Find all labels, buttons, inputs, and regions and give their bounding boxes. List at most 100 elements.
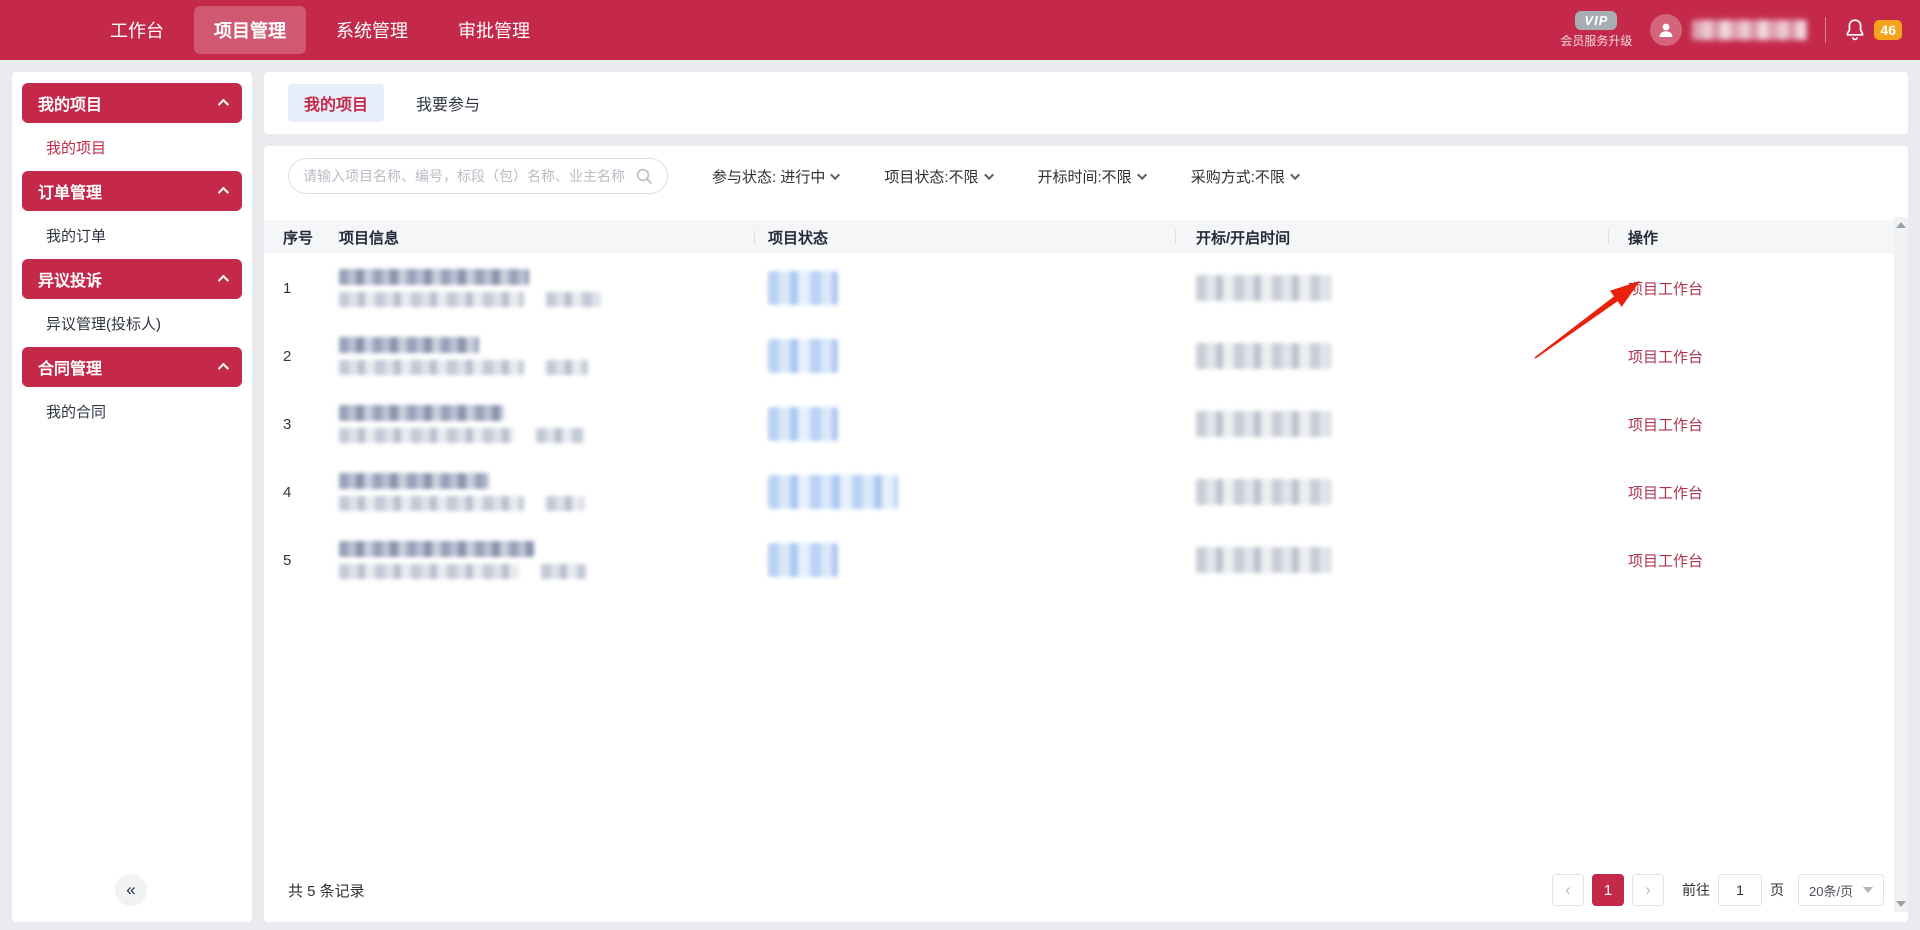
chevron-down-icon [1136,169,1147,180]
page-size-select[interactable]: 20条/页 [1798,874,1884,906]
redacted-project-name [339,269,529,285]
sidebar-group-label: 合同管理 [38,361,103,378]
main-area: 我的项目 我要参与 参与状态: 进行中 项目状态:不限 [264,72,1908,922]
redacted-project-tag [541,564,586,579]
redacted-project-tag [536,428,584,443]
chevron-up-icon [217,98,230,111]
sidebar-group-my-projects[interactable]: 我的项目 [22,83,242,123]
status-badge [755,322,1176,390]
filter-bid-open-time[interactable]: 开标时间:不限 [1038,166,1147,187]
redacted-project-code [339,428,514,443]
redacted-open-time [1176,322,1609,390]
scroll-up-icon[interactable] [1896,222,1906,228]
status-badge [755,458,1176,526]
column-header-project-status: 项目状态 [755,220,1176,254]
redacted-project-tag [546,496,584,511]
table-body: 1 项目工作台 [264,254,1908,594]
tab-want-to-participate[interactable]: 我要参与 [416,97,481,114]
scroll-down-icon[interactable] [1896,901,1906,907]
chevron-down-icon [830,169,841,180]
project-workbench-link[interactable]: 项目工作台 [1628,280,1704,298]
action-cell: 项目工作台 [1609,254,1908,322]
project-workbench-link[interactable]: 项目工作台 [1628,484,1704,502]
vip-upgrade[interactable]: VIP 会员服务升级 [1560,11,1632,49]
project-workbench-link[interactable]: 项目工作台 [1628,552,1704,570]
row-number: 5 [283,551,292,569]
nav-divider [1825,17,1827,43]
redacted-project-info [339,322,755,390]
user-menu[interactable] [1650,14,1808,46]
sidebar-item-objection-management[interactable]: 异议管理(投标人) [46,315,161,333]
next-page-button[interactable]: › [1632,874,1664,906]
goto-page-label: 前往 [1682,882,1710,898]
sidebar-item-my-projects[interactable]: 我的项目 [46,139,107,157]
filter-row: 参与状态: 进行中 项目状态:不限 开标时间:不限 采购方式:不限 [264,146,1908,194]
nav-item-system-management[interactable]: 系统管理 [336,21,408,41]
redacted-project-info [339,390,755,458]
redacted-project-name [339,473,489,489]
filter-participation-status[interactable]: 参与状态: 进行中 [712,166,841,187]
filter-procurement-method[interactable]: 采购方式:不限 [1191,166,1300,187]
redacted-project-name [339,337,479,353]
redacted-project-tag [546,360,588,375]
record-count: 共 5 条记录 [288,882,365,900]
page-unit-label: 页 [1770,882,1784,898]
action-cell: 项目工作台 [1609,526,1908,594]
search-box [288,158,668,194]
redacted-project-code [339,360,524,375]
chevron-up-icon [217,274,230,287]
filter-project-status[interactable]: 项目状态:不限 [884,166,994,187]
nav-item-approval-management[interactable]: 审批管理 [458,21,530,41]
table-row: 3 项目工作台 [264,390,1908,458]
search-icon[interactable] [635,167,653,185]
redacted-username [1692,20,1808,40]
sidebar-group-order-management[interactable]: 订单管理 [22,171,242,211]
pagination-bar: 共 5 条记录 ‹ 1 › 前往 页 20条/页 [264,858,1908,922]
sidebar-item-my-orders[interactable]: 我的订单 [46,227,107,245]
table-header: 序号 项目信息 项目状态 开标/开启时间 操作 [264,220,1908,254]
sidebar-group-objection-complaint[interactable]: 异议投诉 [22,259,242,299]
table-row: 5 项目工作台 [264,526,1908,594]
caret-down-icon [1863,887,1873,893]
avatar [1650,14,1683,46]
filter-label: 采购方式:不限 [1190,168,1285,186]
prev-page-button[interactable]: ‹ [1552,874,1584,906]
sidebar-collapse-button[interactable]: « [115,874,147,906]
sidebar-group-label: 异议投诉 [38,273,103,290]
status-badge [755,526,1176,594]
nav-right: VIP 会员服务升级 46 [1560,11,1902,49]
sidebar-item-my-contracts[interactable]: 我的合同 [46,403,107,421]
page-number-button[interactable]: 1 [1592,874,1624,906]
table-row: 2 项目工作台 [264,322,1908,390]
search-input[interactable] [303,168,627,184]
redacted-project-name [339,405,504,421]
page-size-value: 20条/页 [1809,883,1854,899]
goto-page-input[interactable] [1718,874,1762,906]
project-workbench-link[interactable]: 项目工作台 [1628,348,1704,366]
status-badge [755,390,1176,458]
nav-item-workbench[interactable]: 工作台 [110,21,164,41]
redacted-project-info [339,526,755,594]
project-workbench-link[interactable]: 项目工作台 [1628,416,1704,434]
redacted-open-time [1176,390,1609,458]
redacted-open-time [1176,254,1609,322]
notification-count-badge: 46 [1874,20,1902,40]
filter-label: 项目状态:不限 [884,168,979,186]
nav-item-project-management[interactable]: 项目管理 [194,6,306,54]
filter-label: 参与状态: 进行中 [712,168,826,186]
table-row: 4 项目工作台 [264,458,1908,526]
row-number: 4 [283,483,292,501]
redacted-project-code [339,564,519,579]
redacted-project-name [339,541,534,557]
row-number: 1 [283,279,292,297]
notifications-button[interactable]: 46 [1844,18,1902,42]
redacted-project-info [339,458,755,526]
sidebar-group-contract-management[interactable]: 合同管理 [22,347,242,387]
redacted-open-time [1176,458,1609,526]
tab-bar: 我的项目 我要参与 [264,72,1908,134]
table-scrollbar[interactable] [1894,217,1908,912]
column-header-action: 操作 [1628,229,1659,247]
person-icon [1659,23,1673,37]
column-header-open-time: 开标/开启时间 [1176,220,1609,254]
tab-my-projects[interactable]: 我的项目 [288,84,385,122]
